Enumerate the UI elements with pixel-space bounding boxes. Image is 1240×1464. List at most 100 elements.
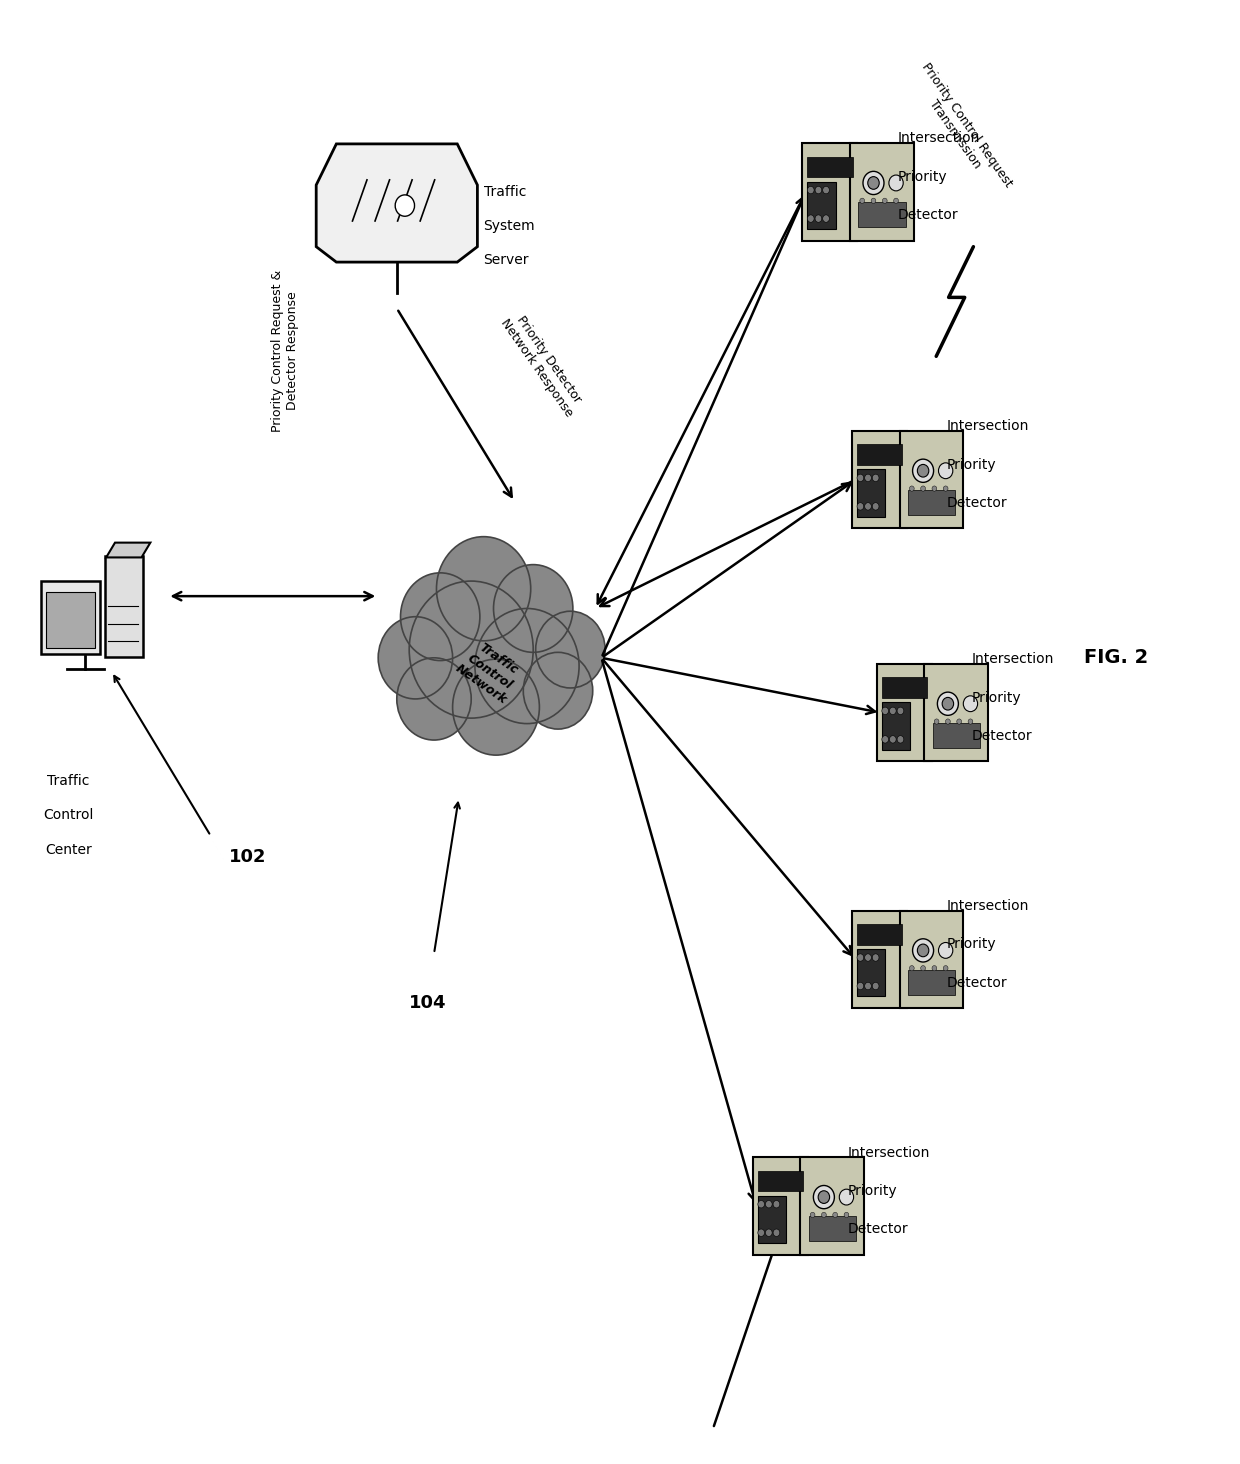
Circle shape bbox=[409, 581, 533, 719]
FancyBboxPatch shape bbox=[882, 678, 928, 698]
Circle shape bbox=[844, 1212, 849, 1218]
Text: Detector: Detector bbox=[947, 975, 1007, 990]
Circle shape bbox=[396, 195, 414, 217]
Circle shape bbox=[765, 1200, 773, 1208]
Text: System: System bbox=[484, 220, 536, 233]
Circle shape bbox=[939, 463, 952, 479]
Text: Control: Control bbox=[43, 808, 93, 823]
Circle shape bbox=[818, 1190, 830, 1203]
Polygon shape bbox=[107, 543, 150, 558]
Circle shape bbox=[863, 171, 884, 195]
Circle shape bbox=[810, 1212, 815, 1218]
Circle shape bbox=[815, 186, 822, 193]
Circle shape bbox=[932, 486, 936, 492]
Circle shape bbox=[897, 736, 904, 744]
FancyBboxPatch shape bbox=[41, 581, 100, 654]
FancyBboxPatch shape bbox=[908, 969, 955, 994]
Circle shape bbox=[918, 944, 929, 957]
Circle shape bbox=[822, 215, 830, 223]
Circle shape bbox=[839, 1189, 853, 1205]
Circle shape bbox=[868, 177, 879, 189]
FancyBboxPatch shape bbox=[807, 157, 853, 177]
Circle shape bbox=[864, 955, 872, 962]
Text: Traffic: Traffic bbox=[484, 184, 526, 199]
Circle shape bbox=[773, 1230, 780, 1237]
Circle shape bbox=[918, 464, 929, 477]
FancyBboxPatch shape bbox=[849, 143, 914, 240]
FancyBboxPatch shape bbox=[899, 430, 963, 529]
Circle shape bbox=[913, 460, 934, 482]
Text: Intersection: Intersection bbox=[848, 1145, 930, 1159]
Text: Priority Control Request &
Detector Response: Priority Control Request & Detector Resp… bbox=[272, 269, 299, 432]
FancyBboxPatch shape bbox=[882, 703, 910, 750]
Circle shape bbox=[882, 707, 889, 714]
Circle shape bbox=[813, 1186, 835, 1209]
FancyBboxPatch shape bbox=[908, 490, 955, 515]
Circle shape bbox=[807, 186, 815, 193]
Circle shape bbox=[909, 966, 914, 971]
Text: Intersection: Intersection bbox=[897, 132, 980, 145]
Circle shape bbox=[939, 943, 952, 959]
Text: Priority: Priority bbox=[897, 170, 947, 184]
Text: Priority: Priority bbox=[848, 1184, 898, 1198]
Circle shape bbox=[815, 215, 822, 223]
Text: Priority: Priority bbox=[947, 937, 997, 952]
Text: Center: Center bbox=[45, 843, 92, 856]
FancyBboxPatch shape bbox=[857, 470, 885, 517]
FancyBboxPatch shape bbox=[852, 430, 906, 529]
Circle shape bbox=[864, 474, 872, 482]
Circle shape bbox=[942, 697, 954, 710]
FancyBboxPatch shape bbox=[46, 591, 95, 649]
Circle shape bbox=[872, 474, 879, 482]
Circle shape bbox=[765, 1230, 773, 1237]
FancyBboxPatch shape bbox=[758, 1171, 804, 1192]
Circle shape bbox=[857, 474, 864, 482]
Circle shape bbox=[864, 502, 872, 509]
FancyBboxPatch shape bbox=[857, 445, 903, 466]
Circle shape bbox=[889, 736, 897, 744]
FancyBboxPatch shape bbox=[858, 202, 905, 227]
Circle shape bbox=[870, 198, 875, 203]
Circle shape bbox=[872, 955, 879, 962]
Circle shape bbox=[957, 719, 961, 725]
FancyBboxPatch shape bbox=[105, 556, 143, 657]
Circle shape bbox=[932, 966, 936, 971]
Circle shape bbox=[397, 657, 471, 739]
Circle shape bbox=[889, 707, 897, 714]
Polygon shape bbox=[316, 143, 477, 262]
FancyBboxPatch shape bbox=[899, 911, 963, 1009]
Circle shape bbox=[872, 502, 879, 509]
Circle shape bbox=[963, 695, 977, 712]
Circle shape bbox=[773, 1200, 780, 1208]
FancyBboxPatch shape bbox=[857, 924, 903, 944]
Circle shape bbox=[833, 1212, 837, 1218]
Circle shape bbox=[944, 486, 949, 492]
Circle shape bbox=[909, 486, 914, 492]
FancyBboxPatch shape bbox=[924, 665, 988, 761]
Circle shape bbox=[934, 719, 939, 725]
Text: Traffic
Control
Network: Traffic Control Network bbox=[453, 637, 527, 706]
Text: Detector: Detector bbox=[947, 496, 1007, 509]
Text: Detector: Detector bbox=[848, 1222, 908, 1236]
Text: Intersection: Intersection bbox=[972, 651, 1054, 666]
Circle shape bbox=[920, 966, 925, 971]
Circle shape bbox=[436, 537, 531, 641]
Circle shape bbox=[944, 966, 949, 971]
FancyBboxPatch shape bbox=[808, 1217, 856, 1241]
Circle shape bbox=[872, 982, 879, 990]
FancyBboxPatch shape bbox=[758, 1196, 786, 1243]
Text: Priority: Priority bbox=[947, 458, 997, 471]
FancyBboxPatch shape bbox=[932, 723, 980, 748]
Circle shape bbox=[937, 692, 959, 716]
Text: Intersection: Intersection bbox=[947, 899, 1029, 914]
Circle shape bbox=[857, 955, 864, 962]
Text: Server: Server bbox=[484, 253, 529, 268]
Circle shape bbox=[859, 198, 864, 203]
FancyBboxPatch shape bbox=[802, 143, 857, 240]
Circle shape bbox=[920, 486, 925, 492]
Circle shape bbox=[523, 653, 593, 729]
Text: FIG. 2: FIG. 2 bbox=[1084, 649, 1148, 668]
FancyBboxPatch shape bbox=[857, 949, 885, 997]
Circle shape bbox=[536, 612, 605, 688]
FancyBboxPatch shape bbox=[877, 665, 932, 761]
